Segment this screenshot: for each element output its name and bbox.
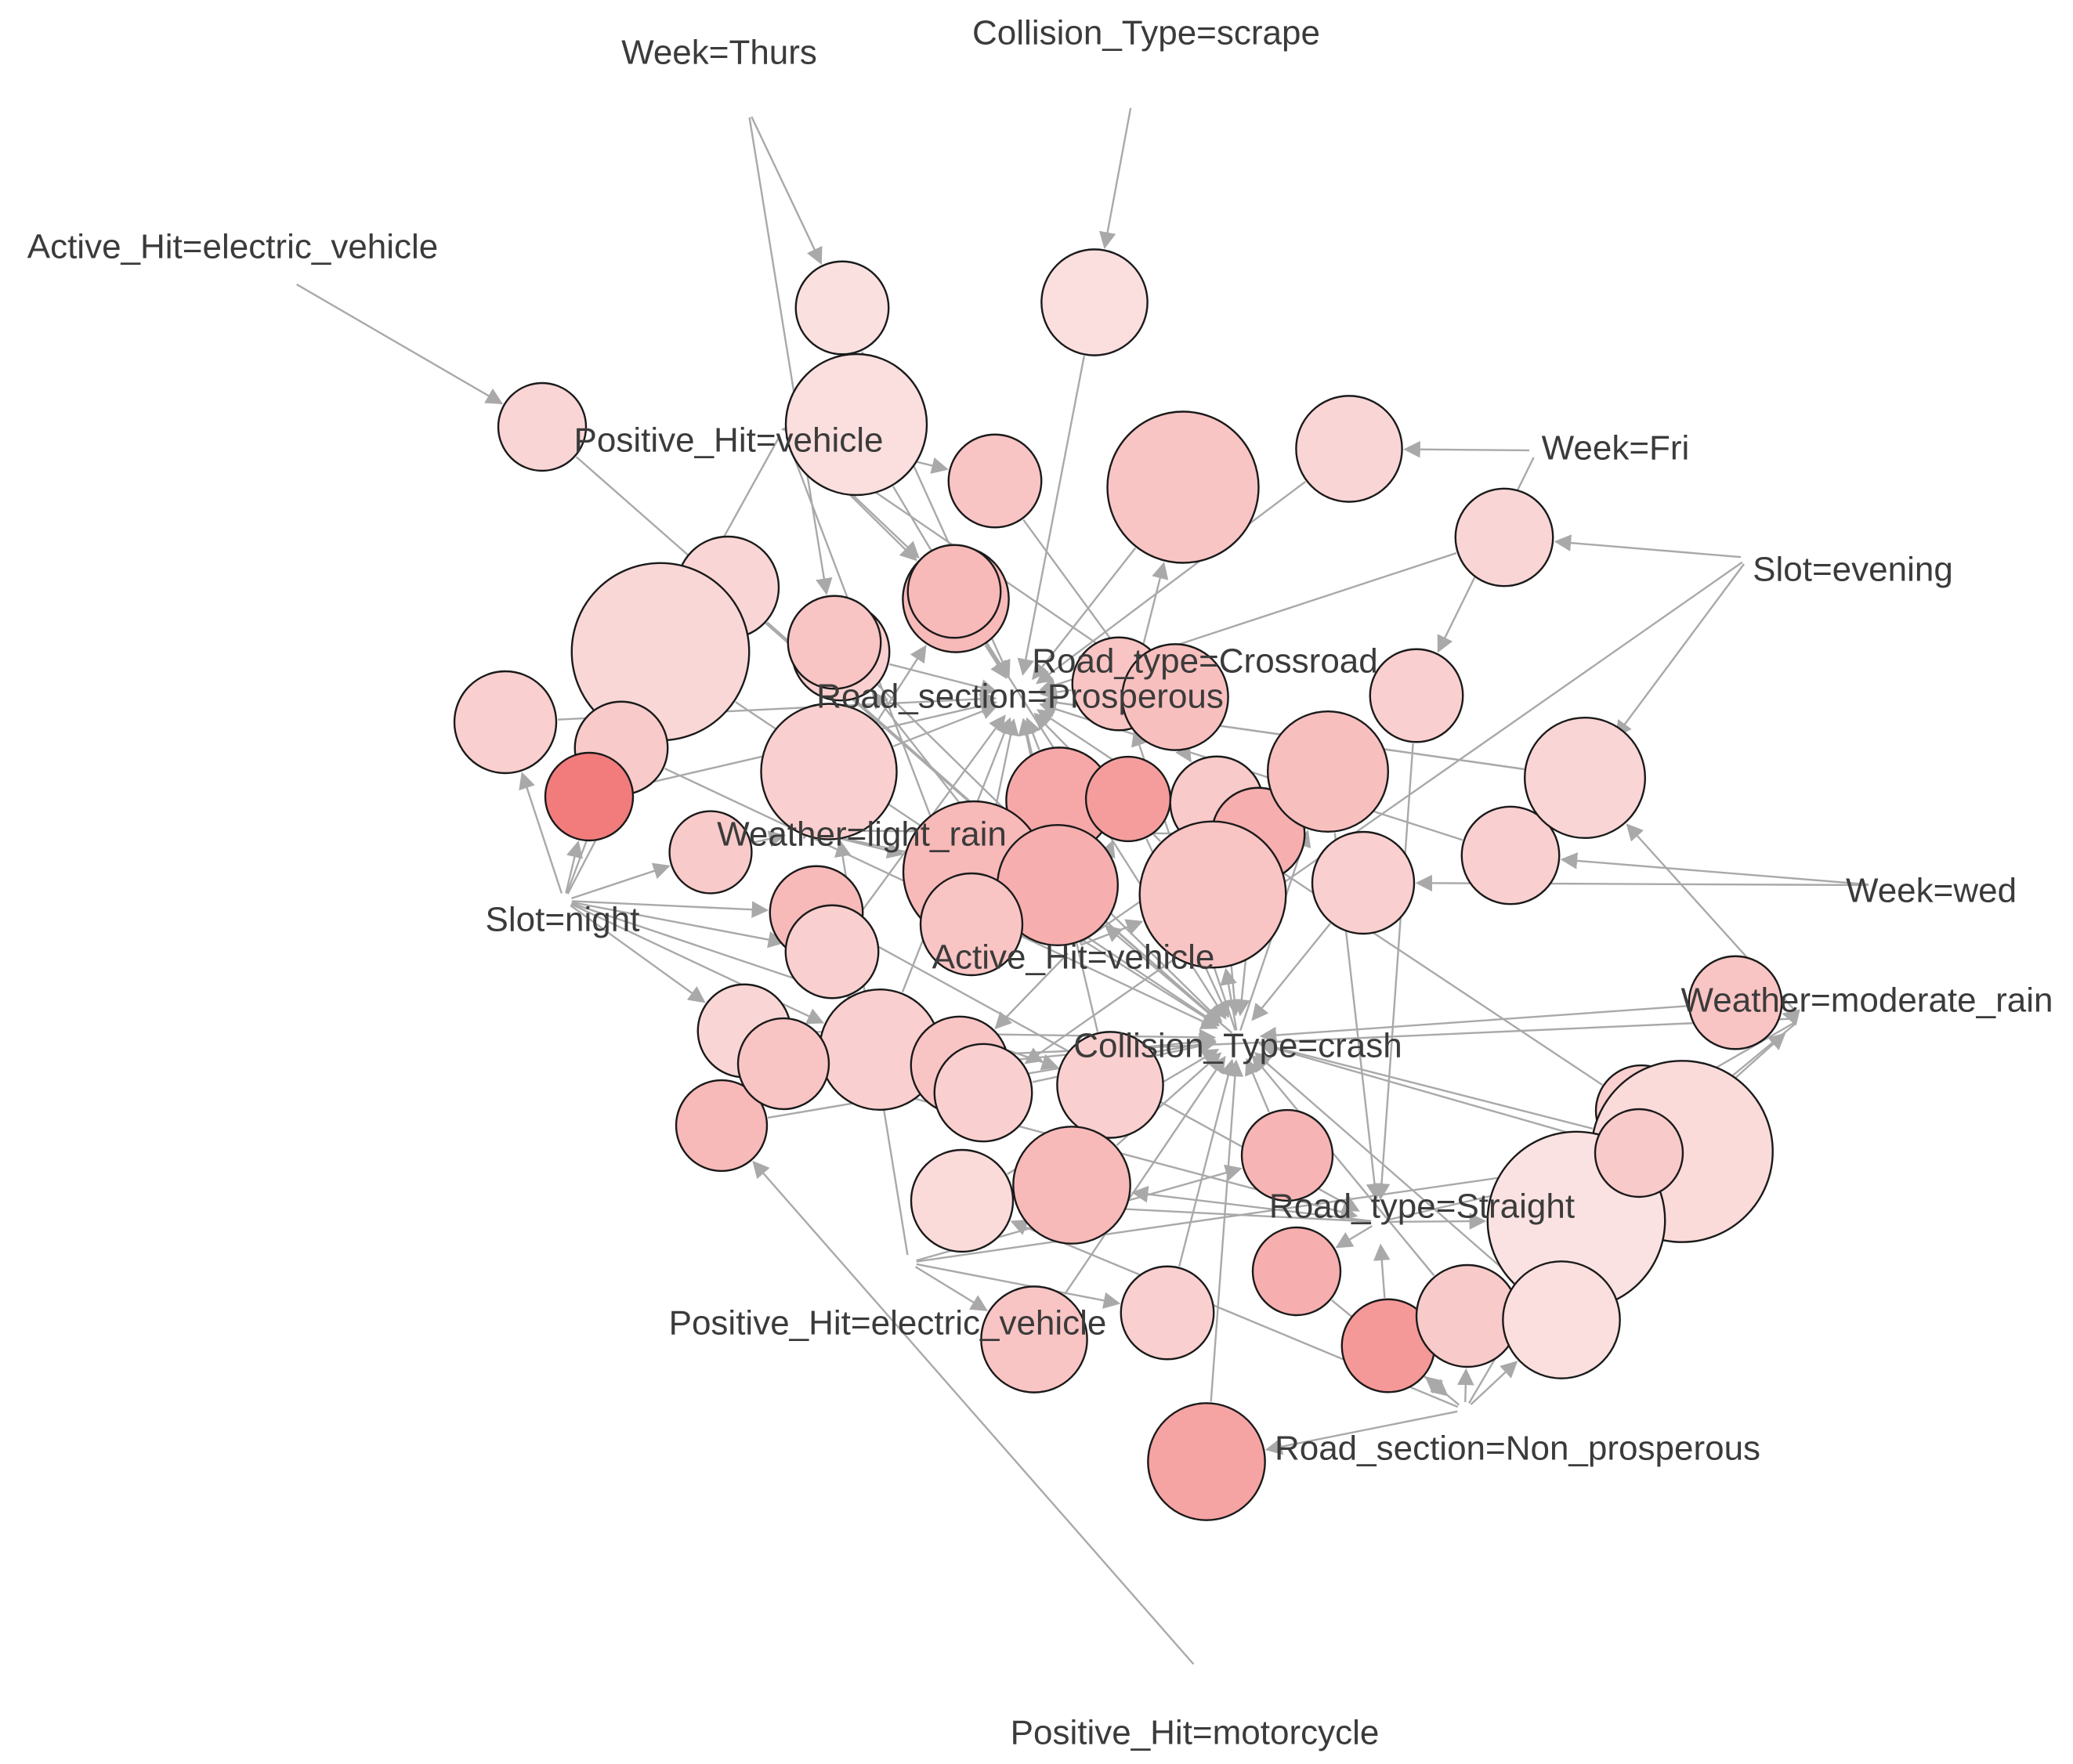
rule-node-r31 bbox=[1268, 711, 1388, 832]
edge-r49-to-road_straight bbox=[1380, 1245, 1384, 1298]
edge-section_non_prosperous-to-r50 bbox=[1465, 1370, 1466, 1402]
edge-slot_evening-to-r8 bbox=[1556, 542, 1741, 558]
rule-node-r29 bbox=[1312, 832, 1414, 934]
item-label-week-fri: Week=Fri bbox=[1542, 429, 1690, 468]
edge-week_thurs-to-r58 bbox=[750, 117, 827, 594]
rule-node-r47 bbox=[1121, 1267, 1214, 1359]
edge-r43-to-collision_crash bbox=[1247, 1060, 1269, 1112]
rule-node-r42 bbox=[1013, 1126, 1130, 1243]
edge-slot_evening-to-r30 bbox=[1616, 564, 1745, 736]
rule-node-r5 bbox=[949, 435, 1041, 527]
rule-node-r32 bbox=[1525, 718, 1645, 838]
rule-node-r8 bbox=[1456, 489, 1553, 586]
item-label-slot-night: Slot=night bbox=[486, 901, 640, 939]
item-label-section-non-prosperous: Road_section=Non_prosperous bbox=[1275, 1430, 1760, 1468]
edge-active_ev-to-r3 bbox=[297, 284, 501, 403]
rule-node-r58 bbox=[788, 596, 881, 689]
item-label-week-thurs: Week=Thurs bbox=[621, 34, 817, 72]
item-label-collision-crash: Collision_Type=crash bbox=[1073, 1027, 1402, 1065]
rule-node-r54 bbox=[1595, 1109, 1683, 1197]
rule-node-r44 bbox=[1253, 1227, 1340, 1315]
edge-r5-to-road_crossroad bbox=[1023, 519, 1122, 654]
edge-slot_night-to-r19 bbox=[571, 866, 668, 898]
rule-node-r52 bbox=[1148, 1403, 1264, 1520]
rule-node-r17 bbox=[545, 753, 633, 840]
rule-node-r14 bbox=[1370, 649, 1463, 742]
item-label-active-ev: Active_Hit=electric_vehicle bbox=[27, 228, 439, 266]
item-label-road-crossroad: Road_type=Crossroad bbox=[1032, 642, 1377, 681]
rule-node-r1 bbox=[796, 262, 888, 354]
item-label-week-wed: Week=wed bbox=[1846, 872, 2017, 910]
item-label-slot-evening: Slot=evening bbox=[1753, 551, 1953, 589]
rule-node-r2 bbox=[1041, 249, 1147, 355]
item-label-weather-moderate-rain: Weather=moderate_rain bbox=[1681, 981, 2053, 1020]
item-label-positive-motorcycle: Positive_Hit=motorcycle bbox=[1011, 1714, 1380, 1752]
rule-node-r45 bbox=[911, 1150, 1013, 1252]
edge-section_non_prosperous-to-r51 bbox=[1471, 1362, 1516, 1404]
rule-node-r56 bbox=[935, 1044, 1032, 1141]
edge-week_wed-to-r28 bbox=[1562, 859, 1869, 884]
rule-node-r51 bbox=[1503, 1261, 1619, 1378]
rule-node-r7 bbox=[1296, 396, 1402, 501]
edge-collision_scrape-to-r2 bbox=[1105, 108, 1131, 248]
rule-node-r57 bbox=[908, 545, 1000, 638]
rule-node-r6 bbox=[1108, 412, 1259, 563]
rule-node-r34 bbox=[786, 905, 878, 998]
edge-r52-to-collision_crash bbox=[1211, 1061, 1236, 1402]
item-label-positive-ev: Positive_Hit=electric_vehicle bbox=[669, 1304, 1107, 1343]
rule-node-r55 bbox=[738, 1018, 829, 1109]
item-label-weather-light-rain: Weather=light_rain bbox=[717, 815, 1007, 854]
rule-node-r3 bbox=[498, 383, 586, 471]
edge-road_straight-to-r44 bbox=[1337, 1226, 1372, 1247]
rule-node-r15 bbox=[454, 671, 556, 773]
item-label-active-vehicle: Active_Hit=vehicle bbox=[932, 938, 1215, 977]
item-label-collision-scrape: Collision_Type=scrape bbox=[972, 14, 1320, 52]
item-label-section-prosperous: Road_section=Prosperous bbox=[816, 678, 1224, 716]
rule-node-r21 bbox=[1086, 757, 1170, 841]
item-label-positive-vehicle: Positive_Hit=vehicle bbox=[574, 421, 884, 460]
item-label-road-straight: Road_type=Straight bbox=[1269, 1187, 1575, 1226]
